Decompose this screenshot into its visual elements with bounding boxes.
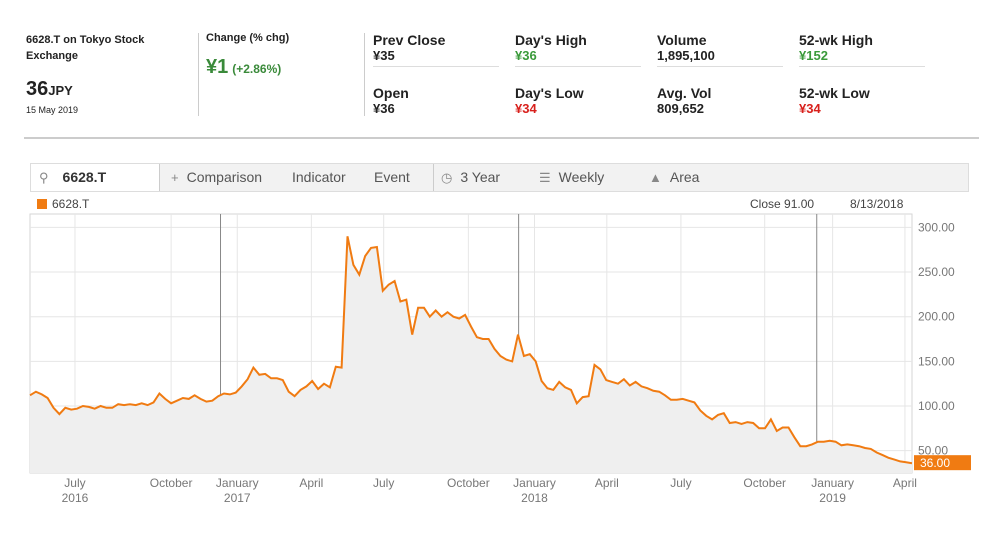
stat-label: Avg. Vol <box>657 85 712 101</box>
quote-summary: 6628.T on Tokyo Stock Exchange 36JPY 15 … <box>26 32 166 115</box>
y-tick-label: 50.00 <box>918 444 948 458</box>
stat-label: Prev Close <box>373 32 446 48</box>
chart-legend: 6628.T Close 91.00 8/13/2018 <box>30 193 969 213</box>
y-tick-label: 250.00 <box>918 265 955 279</box>
last-value-label: 36.00 <box>920 456 950 470</box>
quote-header: 6628.T on Tokyo Stock Exchange 36JPY 15 … <box>0 0 989 140</box>
divider <box>198 33 199 116</box>
last-price: 36JPY <box>26 78 73 100</box>
stat-52-wk-low: 52-wk Low ¥34 <box>799 85 925 117</box>
comparison-button[interactable]: + Comparison <box>171 164 262 191</box>
stat-prev-close: Prev Close ¥35 <box>373 32 499 67</box>
ticker-search-value: 6628.T <box>62 169 107 185</box>
x-tick-year-label: 2018 <box>521 491 548 505</box>
stat-avg-vol: Avg. Vol 809,652 <box>657 85 783 117</box>
interval-button[interactable]: ☰ Weekly <box>539 164 604 191</box>
event-button[interactable]: Event <box>374 164 410 191</box>
search-icon: ⚲ <box>39 170 49 185</box>
indicator-button[interactable]: Indicator <box>292 164 346 191</box>
interval-bars-icon: ☰ <box>539 170 551 185</box>
x-tick-label: July <box>373 476 394 490</box>
range-button[interactable]: ◷ 3 Year <box>441 164 500 191</box>
x-tick-label: July <box>64 476 85 490</box>
header-divider <box>24 137 979 139</box>
price-area-fill <box>30 236 912 473</box>
stat-value: 809,652 <box>657 101 704 116</box>
stat-52-wk-high: 52-wk High ¥152 <box>799 32 925 67</box>
divider <box>433 164 434 191</box>
stat-value: ¥34 <box>515 101 537 116</box>
plus-icon: + <box>171 170 179 185</box>
last-value-marker: 36.00 <box>914 455 971 471</box>
divider <box>159 164 160 191</box>
stat-value: 1,895,100 <box>657 48 715 63</box>
divider <box>515 66 641 67</box>
stat-label: Day's High <box>515 32 587 48</box>
stat-open: Open ¥36 <box>373 85 499 117</box>
price-line <box>29 236 913 465</box>
instrument-name: 6628.T on Tokyo Stock Exchange <box>26 34 145 62</box>
price-currency: JPY <box>48 83 73 98</box>
stat-label: 52-wk High <box>799 32 873 48</box>
range-label: 3 Year <box>460 169 501 185</box>
x-tick-label: April <box>299 476 323 490</box>
legend-close-value: Close 91.00 <box>750 197 815 211</box>
stat-label: 52-wk Low <box>799 85 870 101</box>
chart-type-button[interactable]: ▲ Area <box>649 164 699 191</box>
ticker-search[interactable]: ⚲ 6628.T <box>31 164 159 191</box>
comparison-label: Comparison <box>186 169 263 185</box>
change-block: Change (% chg) ¥1 (+2.86%) <box>206 32 289 79</box>
x-tick-year-label: 2019 <box>819 491 846 505</box>
event-label: Event <box>374 169 410 185</box>
legend-date: 8/13/2018 <box>850 197 904 211</box>
stat-label: Volume <box>657 32 707 48</box>
stat-value: ¥36 <box>515 48 537 63</box>
area-chart-icon: ▲ <box>649 170 662 185</box>
x-tick-year-label: 2017 <box>224 491 251 505</box>
interval-label: Weekly <box>558 169 605 185</box>
stat-value: ¥34 <box>799 101 821 116</box>
y-tick-label: 200.00 <box>918 310 955 324</box>
last-value-badge <box>914 455 971 471</box>
stat-value: ¥152 <box>799 48 828 63</box>
x-tick-label: April <box>595 476 619 490</box>
divider <box>657 66 783 67</box>
chart-type-label: Area <box>669 169 700 185</box>
divider <box>364 33 365 116</box>
y-axis: 300.00 250.00 200.00 150.00 100.00 50.00 <box>918 220 955 457</box>
legend-swatch <box>37 199 47 209</box>
change-label: Change (% chg) <box>206 32 290 44</box>
y-tick-label: 300.00 <box>918 220 955 234</box>
divider <box>799 66 925 67</box>
change-value: ¥1 (+2.86%) <box>206 56 282 78</box>
x-tick-label: July <box>670 476 691 490</box>
y-tick-label: 100.00 <box>918 399 955 413</box>
divider <box>373 66 499 67</box>
x-tick-label: January <box>216 476 259 490</box>
indicator-label: Indicator <box>292 169 346 185</box>
quote-date: 15 May 2019 <box>26 105 79 115</box>
x-tick-label: October <box>447 476 490 490</box>
chart-toolbar: ⚲ 6628.T + Comparison Indicator Event ◷ 3 Y… <box>30 163 969 192</box>
x-tick-label: January <box>513 476 556 490</box>
x-tick-label: January <box>811 476 854 490</box>
stat-label: Day's Low <box>515 85 584 101</box>
x-tick-label: October <box>150 476 193 490</box>
y-tick-label: 150.00 <box>918 354 955 368</box>
change-percent: (+2.86%) <box>232 62 282 76</box>
x-tick-year-label: 2016 <box>62 491 89 505</box>
stat-day-s-high: Day's High ¥36 <box>515 32 641 67</box>
x-tick-label: October <box>743 476 786 490</box>
legend-series-name: 6628.T <box>52 197 90 211</box>
stat-volume: Volume 1,895,100 <box>657 32 783 67</box>
clock-icon: ◷ <box>441 170 453 185</box>
x-tick-label: April <box>893 476 917 490</box>
stat-day-s-low: Day's Low ¥34 <box>515 85 641 117</box>
stat-label: Open <box>373 85 409 101</box>
stat-value: ¥36 <box>373 101 395 116</box>
stat-value: ¥35 <box>373 48 395 63</box>
